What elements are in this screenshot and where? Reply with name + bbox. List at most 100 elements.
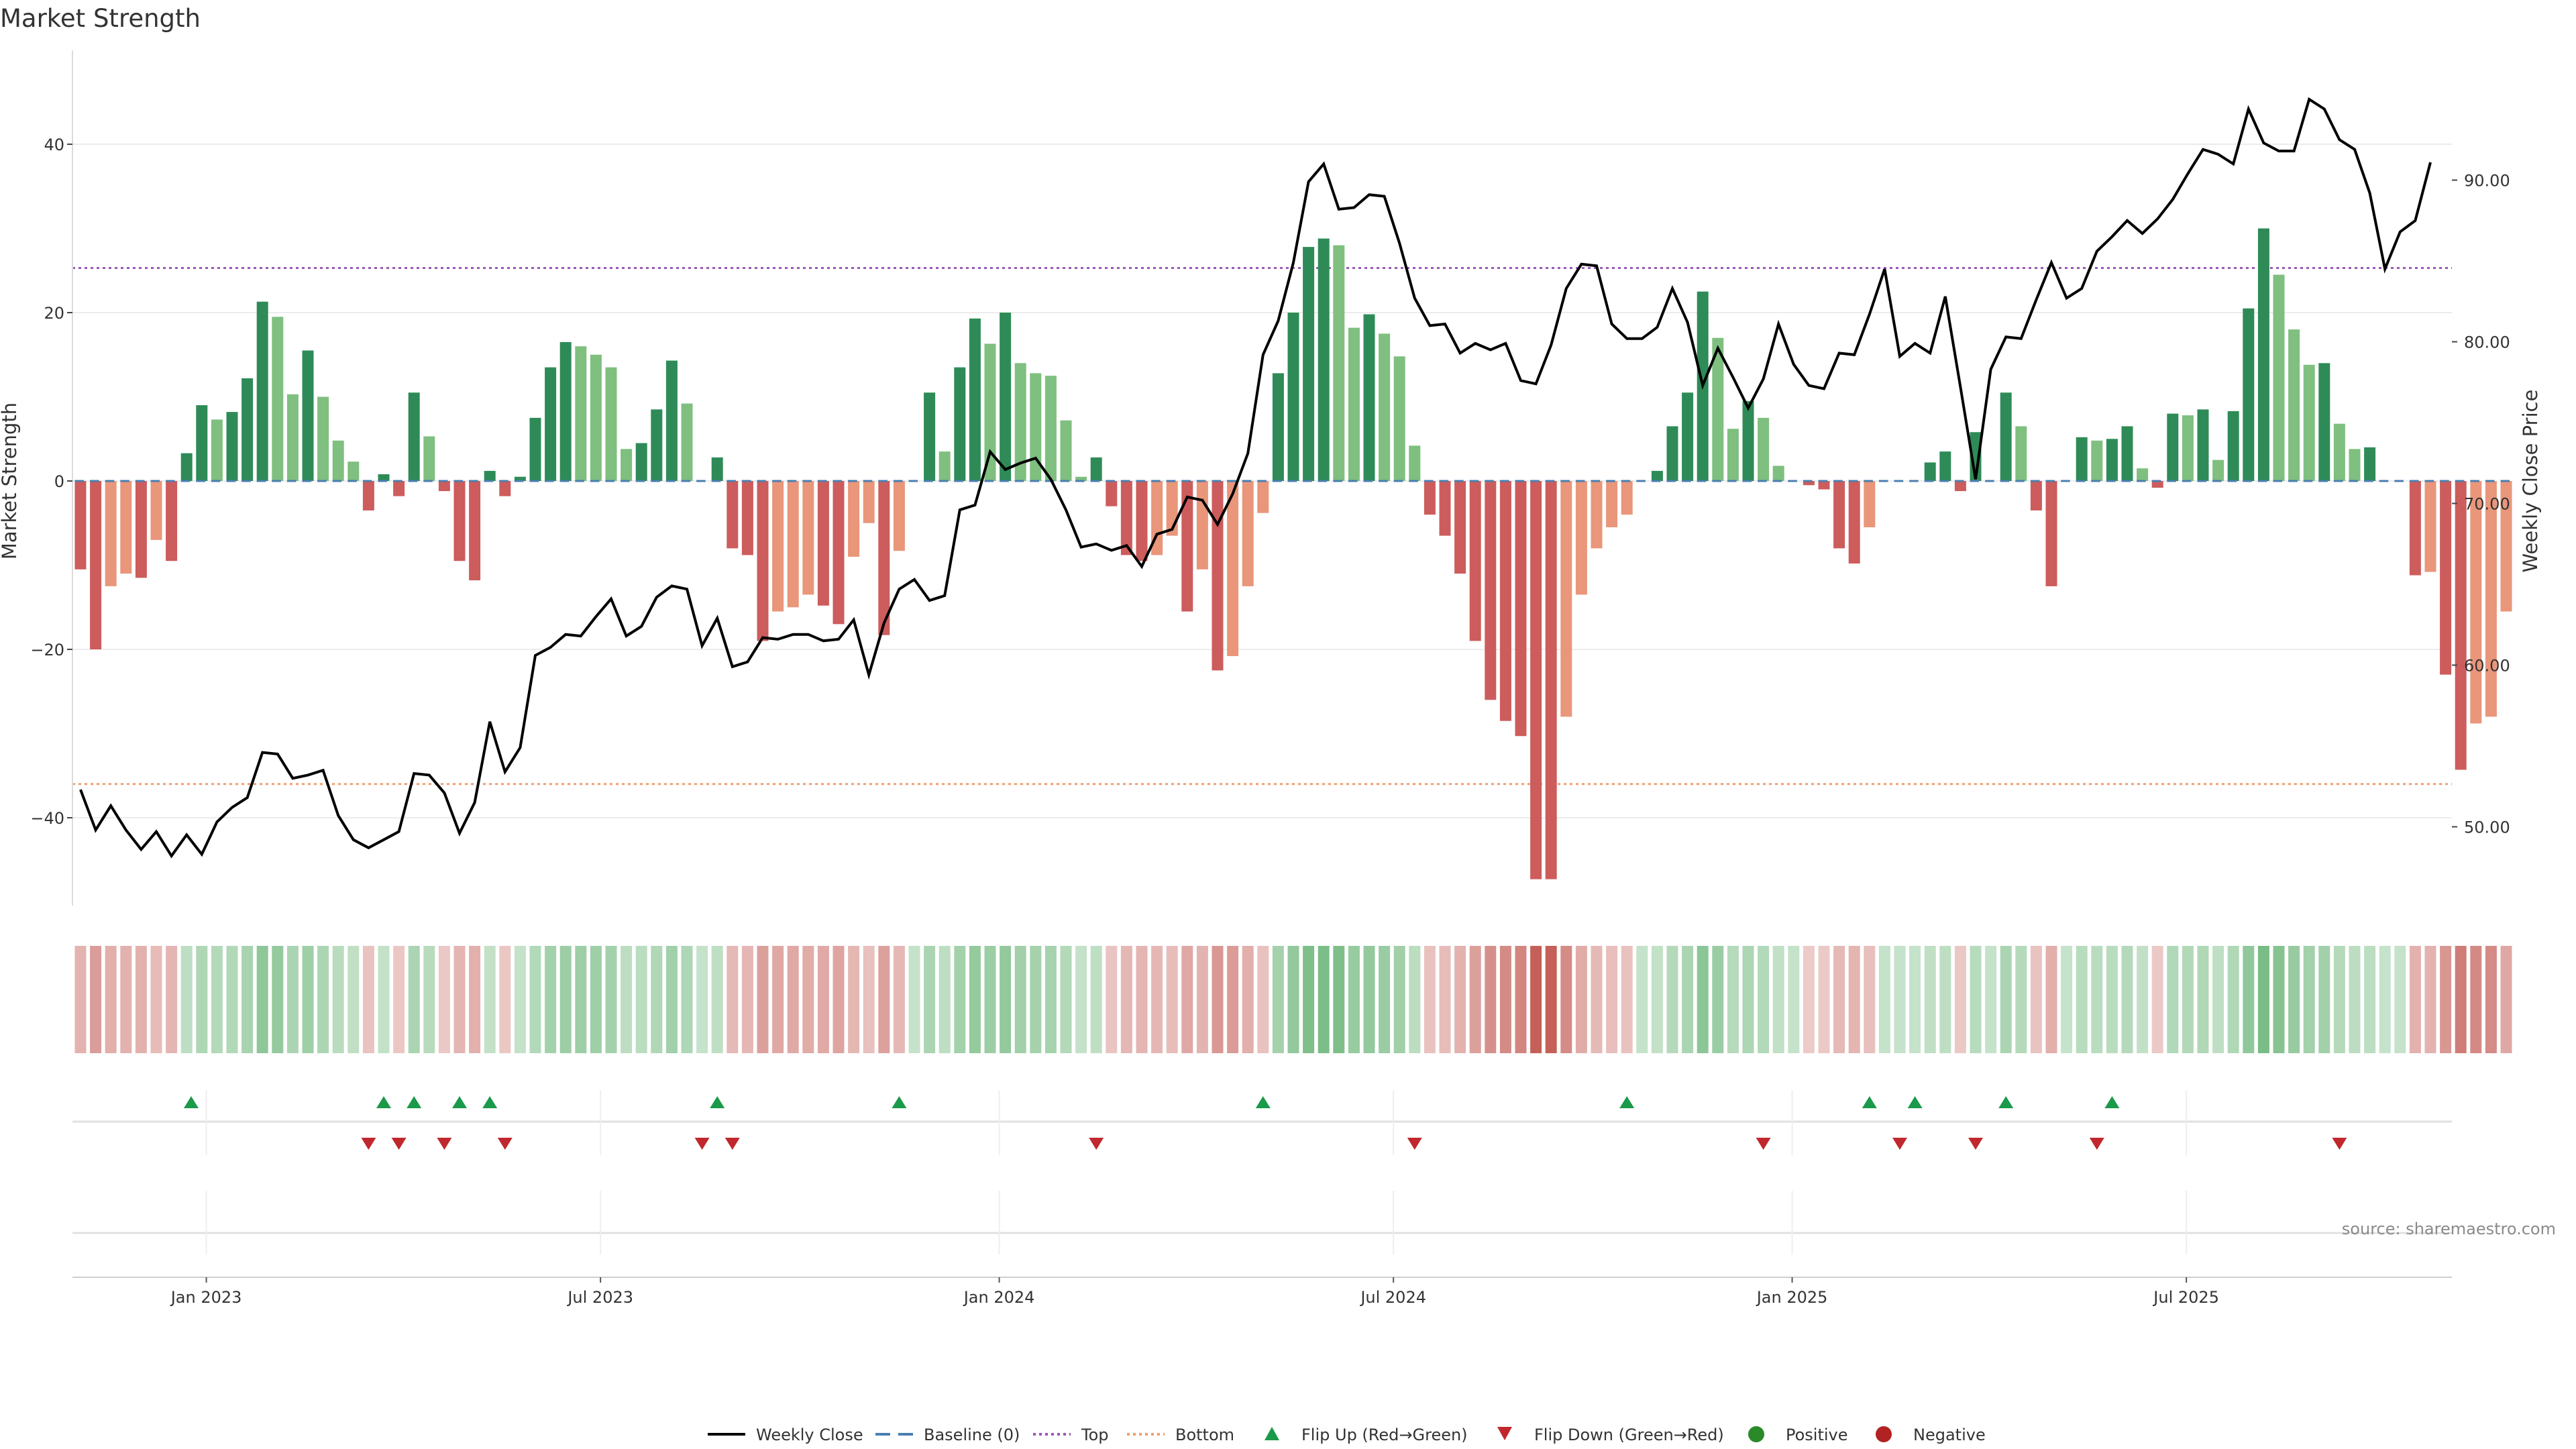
heat-cell	[1075, 946, 1087, 1053]
strength-bar	[2349, 449, 2361, 481]
strength-bar	[1196, 481, 1208, 570]
heat-cell	[802, 946, 814, 1053]
heat-cell	[1560, 946, 1572, 1053]
left-tick-label: 40	[44, 136, 64, 154]
flip-up-marker	[2104, 1096, 2120, 1108]
heat-cell	[378, 946, 390, 1053]
heat-cell	[1848, 946, 1860, 1053]
strength-bar	[393, 481, 405, 496]
strength-bar	[1333, 245, 1345, 481]
heat-cell	[1393, 946, 1405, 1053]
heat-cell	[1909, 946, 1921, 1053]
strength-bar	[302, 350, 314, 481]
legend-label: Negative	[1913, 1426, 1986, 1444]
strength-bar	[1682, 392, 1694, 481]
heat-cell	[817, 946, 829, 1053]
heat-cell	[2121, 946, 2133, 1053]
lower-panel	[72, 1232, 2452, 1278]
strength-bar	[2137, 468, 2149, 481]
heat-cell	[2303, 946, 2315, 1053]
strength-bar	[924, 392, 936, 481]
heat-cell	[120, 946, 132, 1053]
heat-cell	[1636, 946, 1648, 1053]
flip-up-marker	[1255, 1096, 1271, 1108]
strength-bar	[2167, 413, 2179, 481]
strength-bar	[665, 360, 678, 481]
strength-bar	[727, 481, 739, 549]
strength-bar	[1803, 481, 1815, 486]
heat-cell	[969, 946, 981, 1053]
strength-bar	[2364, 447, 2376, 481]
x-tick-label: Jul 2023	[566, 1288, 633, 1307]
heat-cell	[1333, 946, 1345, 1053]
legend-swatch-flip-down	[1497, 1427, 1512, 1440]
flip-up-marker	[1998, 1096, 2014, 1108]
strength-bar	[833, 481, 845, 625]
heat-cell	[1954, 946, 1966, 1053]
heat-cell	[1833, 946, 1845, 1053]
strength-bar	[484, 470, 496, 481]
flip-up-marker	[710, 1096, 725, 1108]
strength-bar	[74, 481, 87, 570]
heat-cell	[438, 946, 450, 1053]
heat-cell	[757, 946, 769, 1053]
strength-bar	[438, 481, 450, 492]
strength-bar	[2076, 437, 2088, 481]
strength-bar	[1485, 481, 1497, 700]
flip-down-marker	[1089, 1138, 1104, 1150]
left-tick-label: 0	[54, 472, 64, 491]
heat-cell	[1985, 946, 1997, 1053]
heat-cell	[1651, 946, 1663, 1053]
heat-cell	[1166, 946, 1178, 1053]
heat-cell	[1864, 946, 1876, 1053]
strength-heat-strip	[74, 946, 2512, 1053]
heat-cell	[2409, 946, 2421, 1053]
strength-bar	[1606, 481, 1618, 528]
heat-cell	[1803, 946, 1815, 1053]
heat-cell	[226, 946, 238, 1053]
strength-bar	[2333, 423, 2345, 481]
strength-bar	[211, 419, 223, 481]
left-axis-label: Market Strength	[0, 402, 21, 559]
heat-cell	[1060, 946, 1072, 1053]
legend-item: Bottom	[1127, 1426, 1234, 1444]
heat-cell	[2227, 946, 2239, 1053]
strength-bar	[514, 476, 526, 481]
heat-cell	[1454, 946, 1466, 1053]
heat-cell	[1621, 946, 1633, 1053]
heat-cell	[1303, 946, 1315, 1053]
heat-cell	[2364, 946, 2376, 1053]
heat-cell	[2151, 946, 2163, 1053]
heat-cell	[1924, 946, 1936, 1053]
legend-label: Baseline (0)	[924, 1426, 1020, 1444]
heat-cell	[1090, 946, 1102, 1053]
strength-bar	[135, 481, 147, 578]
heat-cell	[545, 946, 557, 1053]
heat-cell	[1212, 946, 1224, 1053]
heat-cell	[1363, 946, 1375, 1053]
heat-cell	[2091, 946, 2103, 1053]
heat-cell	[1606, 946, 1618, 1053]
heat-cell	[893, 946, 905, 1053]
strength-bar	[1727, 429, 1739, 481]
strength-bar	[2212, 460, 2224, 481]
strength-bar	[757, 481, 769, 641]
strength-bar	[1136, 481, 1148, 561]
heat-cell	[150, 946, 162, 1053]
strength-bar	[469, 481, 481, 581]
heat-cell	[1181, 946, 1193, 1053]
heat-cell	[621, 946, 633, 1053]
heat-cell	[1136, 946, 1148, 1053]
strength-bar	[1120, 481, 1132, 555]
heat-cell	[575, 946, 587, 1053]
strength-bar	[1924, 462, 1936, 481]
heat-cell	[2045, 946, 2057, 1053]
strength-bar	[499, 481, 511, 496]
heat-cell	[196, 946, 208, 1053]
heat-cell	[2440, 946, 2452, 1053]
strength-bar	[621, 449, 633, 481]
heat-cell	[1409, 946, 1421, 1053]
right-tick-label: 60.00	[2464, 657, 2510, 676]
strength-bar	[559, 341, 572, 481]
